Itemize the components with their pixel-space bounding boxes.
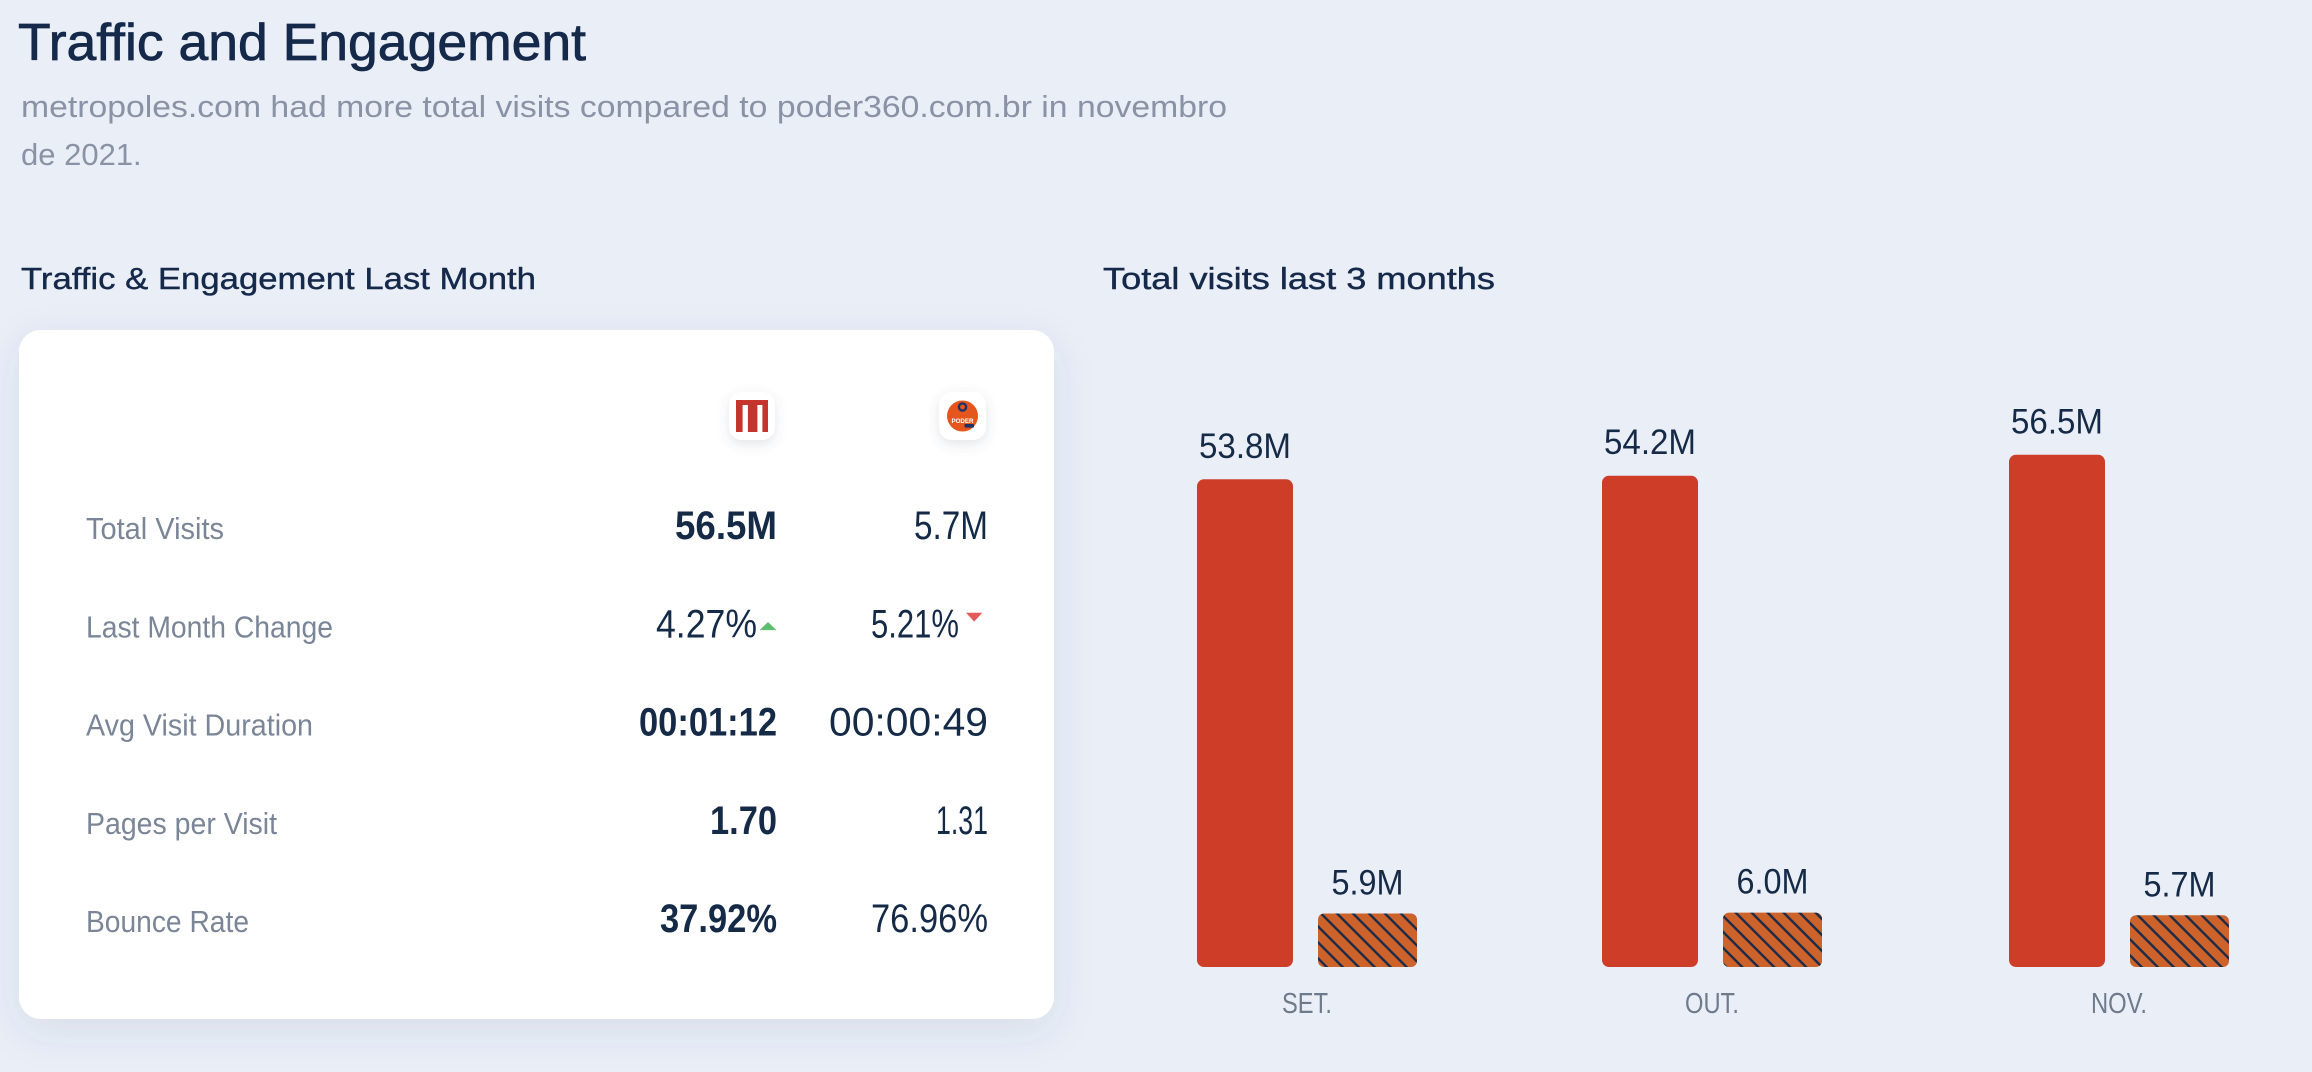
svg-text:Total Visits: Total Visits (86, 511, 224, 546)
svg-text:5.9M: 5.9M (1332, 864, 1404, 903)
svg-text:Total visits last 3 months: Total visits last 3 months (1103, 261, 1495, 296)
svg-text:metropoles.com had more total: metropoles.com had more total visits com… (21, 89, 1227, 124)
svg-text:5.7M: 5.7M (2144, 865, 2216, 904)
svg-text:1.31: 1.31 (936, 799, 988, 843)
svg-text:OUT.: OUT. (1685, 988, 1739, 1020)
svg-text:Traffic & Engagement Last Mont: Traffic & Engagement Last Month (21, 261, 536, 296)
svg-text:5.7M: 5.7M (914, 504, 988, 548)
svg-text:56.5M: 56.5M (675, 504, 777, 548)
svg-text:Last Month Change: Last Month Change (86, 609, 333, 644)
svg-text:53.8M: 53.8M (1199, 427, 1291, 466)
svg-text:56.5M: 56.5M (2011, 402, 2103, 441)
svg-text:de 2021.: de 2021. (21, 137, 142, 172)
svg-text:Traffic and Engagement: Traffic and Engagement (18, 14, 587, 72)
svg-text:Bounce Rate: Bounce Rate (86, 904, 249, 939)
svg-text:4.27%: 4.27% (656, 602, 757, 646)
svg-text:PODER: PODER (951, 418, 974, 425)
svg-text:6.0M: 6.0M (1737, 863, 1809, 902)
svg-text:Avg Visit Duration: Avg Visit Duration (86, 708, 313, 743)
svg-text:00:01:12: 00:01:12 (639, 701, 777, 745)
svg-text:00:00:49: 00:00:49 (829, 701, 988, 745)
svg-text:SET.: SET. (1282, 988, 1332, 1020)
svg-text:54.2M: 54.2M (1604, 423, 1696, 462)
svg-text:NOV.: NOV. (2091, 988, 2147, 1020)
svg-text:1.70: 1.70 (710, 799, 777, 843)
svg-text:76.96%: 76.96% (871, 897, 988, 941)
svg-text:5.21%: 5.21% (871, 602, 959, 646)
svg-text:37.92%: 37.92% (660, 897, 777, 941)
svg-text:Pages per Visit: Pages per Visit (86, 806, 277, 841)
